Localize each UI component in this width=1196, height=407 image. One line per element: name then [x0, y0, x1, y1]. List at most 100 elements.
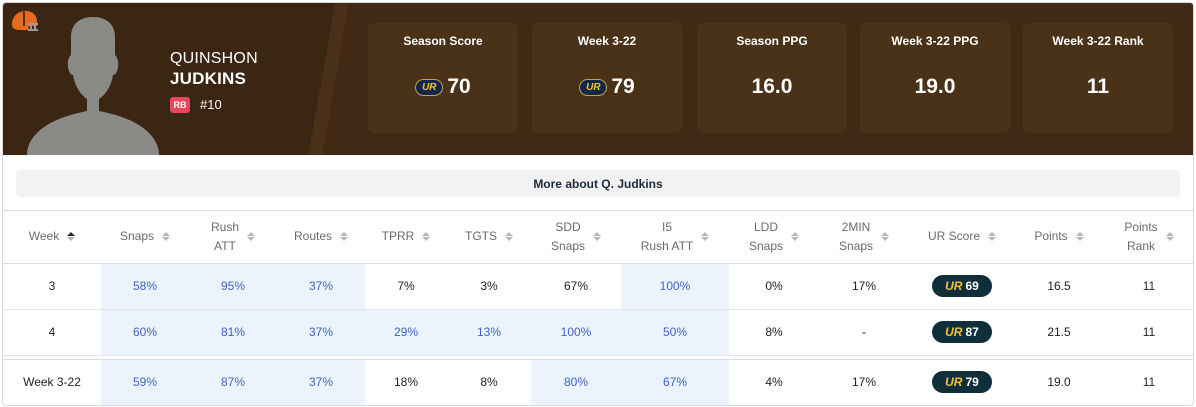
position-badge: RB [170, 97, 190, 113]
cell-routes: 37% [277, 263, 365, 310]
stat-card-title: Season PPG [736, 34, 808, 48]
player-first-name: QUINSHON [170, 50, 258, 67]
ur-logo-icon: UR [945, 279, 963, 293]
cell-tgts: 8% [447, 359, 531, 405]
column-header-rush-att[interactable]: Rush ATT [189, 211, 277, 264]
column-header-points[interactable]: Points [1015, 211, 1103, 264]
cell-rush-att: 87% [189, 359, 277, 405]
stat-card-number: 70 [447, 75, 471, 98]
sort-icon [881, 232, 890, 242]
cell-ldd-snaps: 0% [729, 263, 819, 310]
column-header-sdd-snaps[interactable]: SDD Snaps [531, 211, 621, 264]
more-about-button[interactable]: More about Q. Judkins [16, 170, 1180, 197]
sort-icon [791, 232, 800, 242]
cell-ldd-snaps: 8% [729, 309, 819, 356]
cell-sdd-snaps: 67% [531, 263, 621, 310]
cell-routes: 37% [277, 359, 365, 405]
cell-snaps: 58% [101, 263, 189, 310]
stat-card-value: 16.0 [751, 75, 793, 98]
column-header-i5-rush-att[interactable]: I5 Rush ATT [621, 211, 729, 264]
column-header-ldd-snaps[interactable]: LDD Snaps [729, 211, 819, 264]
stat-card-week-score: Week 3-22 UR 79 [532, 23, 682, 133]
cell-ur-score: UR 87 [909, 309, 1015, 356]
cell-rush-att: 95% [189, 263, 277, 310]
divider [3, 210, 1193, 211]
sort-icon [422, 232, 431, 242]
stat-card-value: 19.0 [914, 75, 956, 98]
cell-ur-score: UR 79 [909, 359, 1015, 405]
cell-points: 19.0 [1015, 359, 1103, 405]
stat-card-week-ppg: Week 3-22 PPG 19.0 [860, 23, 1010, 133]
player-name: QUINSHON JUDKINS [170, 49, 258, 89]
ur-logo-icon: UR [415, 78, 444, 96]
cell-points-rank: 11 [1103, 359, 1193, 405]
cell-points: 21.5 [1015, 309, 1103, 356]
stat-card-season-ppg: Season PPG 16.0 [697, 23, 847, 133]
cell-week: Week 3-22 [3, 359, 101, 405]
cell-points-rank: 11 [1103, 309, 1193, 356]
sort-icon [505, 232, 513, 242]
cell-tgts: 13% [447, 309, 531, 356]
cell-rush-att: 81% [189, 309, 277, 356]
column-header-routes[interactable]: Routes [277, 211, 365, 264]
column-header-snaps[interactable]: Snaps [101, 211, 189, 264]
sort-icon [701, 232, 710, 242]
sort-icon [988, 232, 996, 242]
ur-score-badge: UR 87 [932, 321, 992, 343]
ur-score-badge: UR 69 [932, 275, 992, 297]
column-header-week[interactable]: Week [3, 211, 101, 264]
cell-ur-score: UR 69 [909, 263, 1015, 310]
stat-card-value: UR 70 [368, 75, 518, 99]
summary-row: Week 3-22 59% 87% 37% 18% 8% 80% 67% 4% … [3, 359, 1193, 405]
table-row: 4 60% 81% 37% 29% 13% 100% 50% 8% - UR 87… [3, 309, 1193, 356]
weekly-stats-table: Week Snaps Rush ATT Routes TPRR TGTS SDD S… [3, 211, 1193, 405]
stat-card-value: 11 [1086, 75, 1110, 98]
browns-helmet-icon [12, 11, 38, 31]
cell-tprr: 18% [365, 359, 447, 405]
table-header-row: Week Snaps Rush ATT Routes TPRR TGTS SDD S… [3, 211, 1193, 264]
cell-tgts: 3% [447, 263, 531, 310]
column-header-tgts[interactable]: TGTS [447, 211, 531, 264]
sort-icon [593, 232, 602, 242]
cell-snaps: 60% [101, 309, 189, 356]
stat-card-week-rank: Week 3-22 Rank 11 [1023, 23, 1173, 133]
cell-week: 4 [3, 309, 101, 356]
table-separator [3, 355, 1193, 360]
cell-2min-snaps: 17% [819, 263, 909, 310]
cell-points-rank: 11 [1103, 263, 1193, 310]
stat-card-number: 79 [611, 75, 635, 98]
cell-routes: 37% [277, 309, 365, 356]
ur-logo-icon: UR [945, 325, 963, 339]
more-about-label: More about Q. Judkins [533, 176, 663, 191]
cell-i5-rush-att: 50% [621, 309, 729, 356]
player-silhouette-image [27, 17, 159, 155]
cell-sdd-snaps: 80% [531, 359, 621, 405]
sort-icon [1075, 232, 1084, 242]
cell-i5-rush-att: 100% [621, 263, 729, 310]
stat-card-season-score: Season Score UR 70 [368, 23, 518, 133]
ur-logo-icon: UR [945, 375, 963, 389]
player-last-name: JUDKINS [170, 69, 247, 88]
ur-score-badge: UR 79 [932, 371, 992, 393]
sort-icon [247, 232, 255, 242]
column-header-tprr[interactable]: TPRR [365, 211, 447, 264]
cell-snaps: 59% [101, 359, 189, 405]
stat-card-title: Week 3-22 Rank [1052, 34, 1144, 48]
player-header: QUINSHON JUDKINS RB #10 Season Score UR … [3, 3, 1193, 155]
cell-i5-rush-att: 67% [621, 359, 729, 405]
column-header-ur-score[interactable]: UR Score [909, 211, 1015, 264]
sort-icon [1165, 232, 1174, 242]
cell-2min-snaps: 17% [819, 359, 909, 405]
stat-card-title: Season Score [403, 34, 483, 48]
ur-logo-icon: UR [579, 78, 608, 96]
cell-week: 3 [3, 263, 101, 310]
cell-tprr: 7% [365, 263, 447, 310]
cell-sdd-snaps: 100% [531, 309, 621, 356]
column-header-2min-snaps[interactable]: 2MIN Snaps [819, 211, 909, 264]
column-header-points-rank[interactable]: Points Rank [1103, 211, 1193, 264]
cell-ldd-snaps: 4% [729, 359, 819, 405]
cell-tprr: 29% [365, 309, 447, 356]
cell-2min-snaps: - [819, 309, 909, 356]
jersey-number: #10 [200, 97, 222, 112]
